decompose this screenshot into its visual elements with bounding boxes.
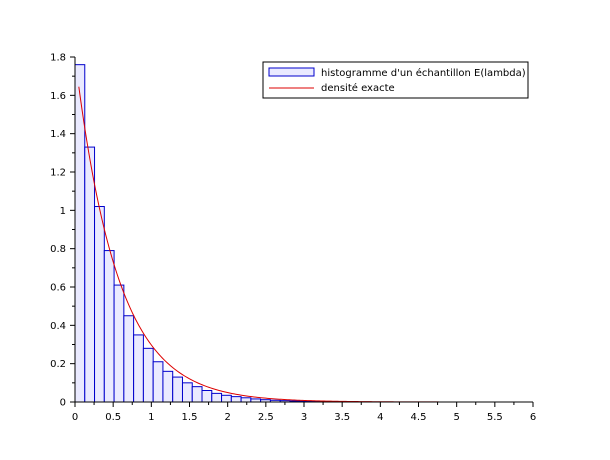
x-tick-label: 1	[148, 412, 154, 423]
histogram-bar	[152, 361, 164, 403]
x-tick-label: 2	[224, 412, 230, 423]
histogram-bar	[191, 386, 203, 403]
y-tick-label: 1.8	[50, 53, 66, 64]
legend: histogramme d'un échantillon E(lambda) d…	[262, 61, 529, 99]
y-tick-label: 0	[60, 398, 66, 409]
histogram-bar	[103, 250, 115, 403]
histogram-bar	[123, 315, 135, 403]
histogram-bar	[221, 394, 232, 403]
legend-swatch-histogram	[268, 67, 315, 77]
y-tick-label: 1.6	[50, 91, 66, 102]
x-tick-label: 1.5	[182, 412, 198, 423]
x-tick-label: 0	[72, 412, 78, 423]
histogram-bar	[94, 206, 105, 403]
histogram-bar	[133, 334, 144, 403]
y-tick-label: 1	[60, 206, 66, 217]
x-tick-label: 5.5	[487, 412, 503, 423]
histogram-bar	[201, 390, 213, 403]
histogram-bars	[74, 64, 330, 403]
legend-label-histogram: histogramme d'un échantillon E(lambda)	[321, 67, 526, 79]
y-tick-label: 1.2	[50, 168, 66, 179]
histogram-bar	[181, 382, 193, 403]
x-tick-label: 3.5	[334, 412, 350, 423]
legend-label-density: densité exacte	[321, 82, 395, 94]
x-tick-label: 2.5	[258, 412, 274, 423]
y-tick-label: 0.4	[50, 321, 66, 332]
x-tick-label: 5	[453, 412, 459, 423]
histogram-bar	[172, 376, 183, 403]
y-tick-label: 0.6	[50, 283, 66, 294]
x-tick-label: 4.5	[411, 412, 427, 423]
y-tick-label: 1.4	[50, 129, 66, 140]
histogram-bar	[84, 146, 96, 403]
x-tick-label: 3	[301, 412, 307, 423]
histogram-bar	[113, 284, 125, 403]
x-tick-label: 4	[377, 412, 383, 423]
histogram-bar	[142, 347, 154, 403]
histogram-bar	[230, 396, 242, 403]
histogram-bar	[240, 397, 252, 403]
x-tick-label: 6	[530, 412, 536, 423]
histogram-bar	[162, 370, 174, 403]
y-tick-label: 0.8	[50, 244, 66, 255]
x-tick-label: 0.5	[105, 412, 121, 423]
axes: 0 0.5 1 1.5 2 2.5 3 3.5 4 4.5 5 5.5 6 0 0.2 0.4 0.6 0.8 1 1…	[50, 53, 536, 424]
histogram-bar	[211, 392, 223, 403]
y-tick-label: 0.2	[50, 359, 66, 370]
